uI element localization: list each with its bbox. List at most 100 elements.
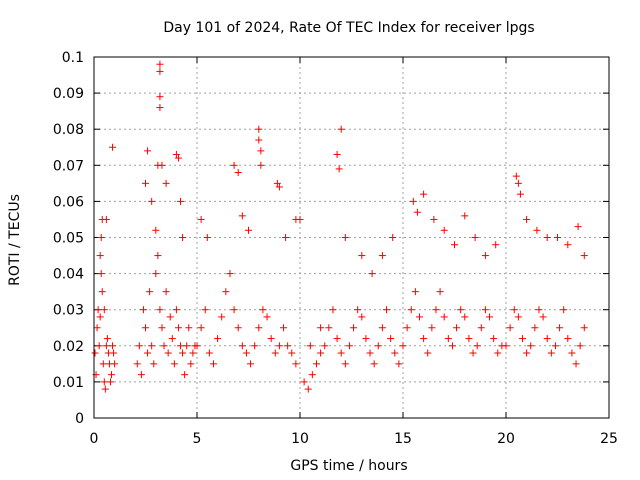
x-tick-label: 25	[600, 431, 618, 447]
data-point	[280, 324, 288, 332]
data-point	[494, 349, 502, 357]
data-point	[333, 150, 341, 158]
data-point	[218, 313, 226, 321]
data-point	[91, 349, 99, 357]
data-point	[374, 342, 382, 350]
x-tick-label: 5	[193, 431, 202, 447]
data-point	[93, 324, 101, 332]
data-point	[304, 385, 312, 393]
data-point	[317, 349, 325, 357]
data-point	[189, 349, 197, 357]
data-point	[341, 234, 349, 241]
y-tick-label: 0.09	[53, 86, 84, 102]
data-point	[177, 342, 185, 350]
data-point	[531, 324, 539, 332]
data-point	[436, 288, 444, 296]
data-point	[457, 306, 465, 314]
data-point	[179, 234, 187, 241]
data-point	[556, 324, 564, 332]
data-point	[284, 342, 292, 350]
data-point	[523, 215, 531, 223]
data-point	[337, 349, 345, 357]
data-point	[486, 313, 494, 321]
data-point	[516, 190, 524, 198]
plot-frame	[93, 56, 610, 419]
data-point	[201, 306, 209, 314]
data-point	[378, 252, 386, 260]
data-point	[465, 335, 473, 343]
data-point	[226, 270, 234, 278]
y-axis-label: ROTI / TECUs	[7, 194, 23, 286]
data-point	[142, 179, 149, 187]
data-point	[413, 208, 421, 216]
data-point	[158, 324, 166, 332]
data-point	[273, 179, 281, 187]
data-point	[234, 169, 242, 177]
data-point	[354, 306, 362, 314]
data-point	[158, 161, 166, 169]
data-point	[378, 324, 386, 332]
data-point	[209, 360, 217, 368]
data-point	[238, 342, 246, 350]
data-point	[543, 234, 551, 241]
data-point	[172, 306, 180, 314]
data-point	[183, 342, 191, 350]
data-point	[162, 179, 170, 187]
data-point	[580, 252, 588, 260]
data-point	[399, 342, 407, 350]
data-point	[185, 324, 193, 332]
data-point	[97, 234, 105, 241]
data-point	[337, 125, 345, 133]
data-point	[502, 342, 510, 350]
y-tick-label: 0.07	[53, 158, 84, 174]
data-point	[148, 342, 156, 350]
data-point	[214, 335, 222, 343]
data-point	[238, 212, 246, 220]
data-point	[325, 324, 333, 332]
data-point	[222, 288, 230, 296]
chart-title: Day 101 of 2024, Rate Of TEC Index for r…	[163, 20, 534, 36]
data-point	[469, 349, 477, 357]
data-point	[383, 306, 391, 314]
data-point	[162, 288, 170, 296]
data-point	[296, 215, 304, 223]
data-point	[523, 349, 531, 357]
data-point	[164, 349, 172, 357]
data-point	[146, 288, 154, 296]
data-point	[101, 385, 109, 393]
data-point	[514, 179, 522, 187]
x-tick-label: 20	[497, 431, 515, 447]
data-point	[490, 335, 498, 343]
data-point	[440, 226, 448, 234]
data-point	[96, 252, 104, 260]
data-point	[387, 335, 395, 343]
data-point	[95, 342, 103, 350]
data-point	[461, 212, 469, 220]
data-point	[535, 306, 543, 314]
data-point	[197, 215, 205, 223]
data-point	[368, 270, 376, 278]
data-point	[193, 342, 201, 350]
data-point	[554, 234, 561, 241]
data-point	[102, 215, 110, 223]
data-point	[230, 161, 238, 169]
data-point	[560, 306, 568, 314]
data-point	[574, 223, 582, 231]
data-point	[275, 342, 283, 350]
data-point	[514, 313, 522, 321]
data-point	[179, 349, 187, 357]
data-point	[187, 360, 195, 368]
y-tick-label: 0.02	[53, 339, 84, 355]
data-point	[564, 335, 572, 343]
data-point	[109, 143, 117, 151]
data-point	[177, 197, 185, 205]
data-point	[144, 349, 152, 357]
data-point	[98, 288, 106, 296]
data-point	[527, 342, 535, 350]
y-ticks: 0 0.01 0.02 0.03 0.04 0.05 0.06 0.07 0.08 0.09 0.1	[53, 50, 609, 427]
data-point	[473, 342, 481, 350]
data-point	[444, 335, 452, 343]
data-point	[451, 241, 458, 249]
data-point	[174, 324, 182, 332]
data-point	[135, 342, 143, 350]
